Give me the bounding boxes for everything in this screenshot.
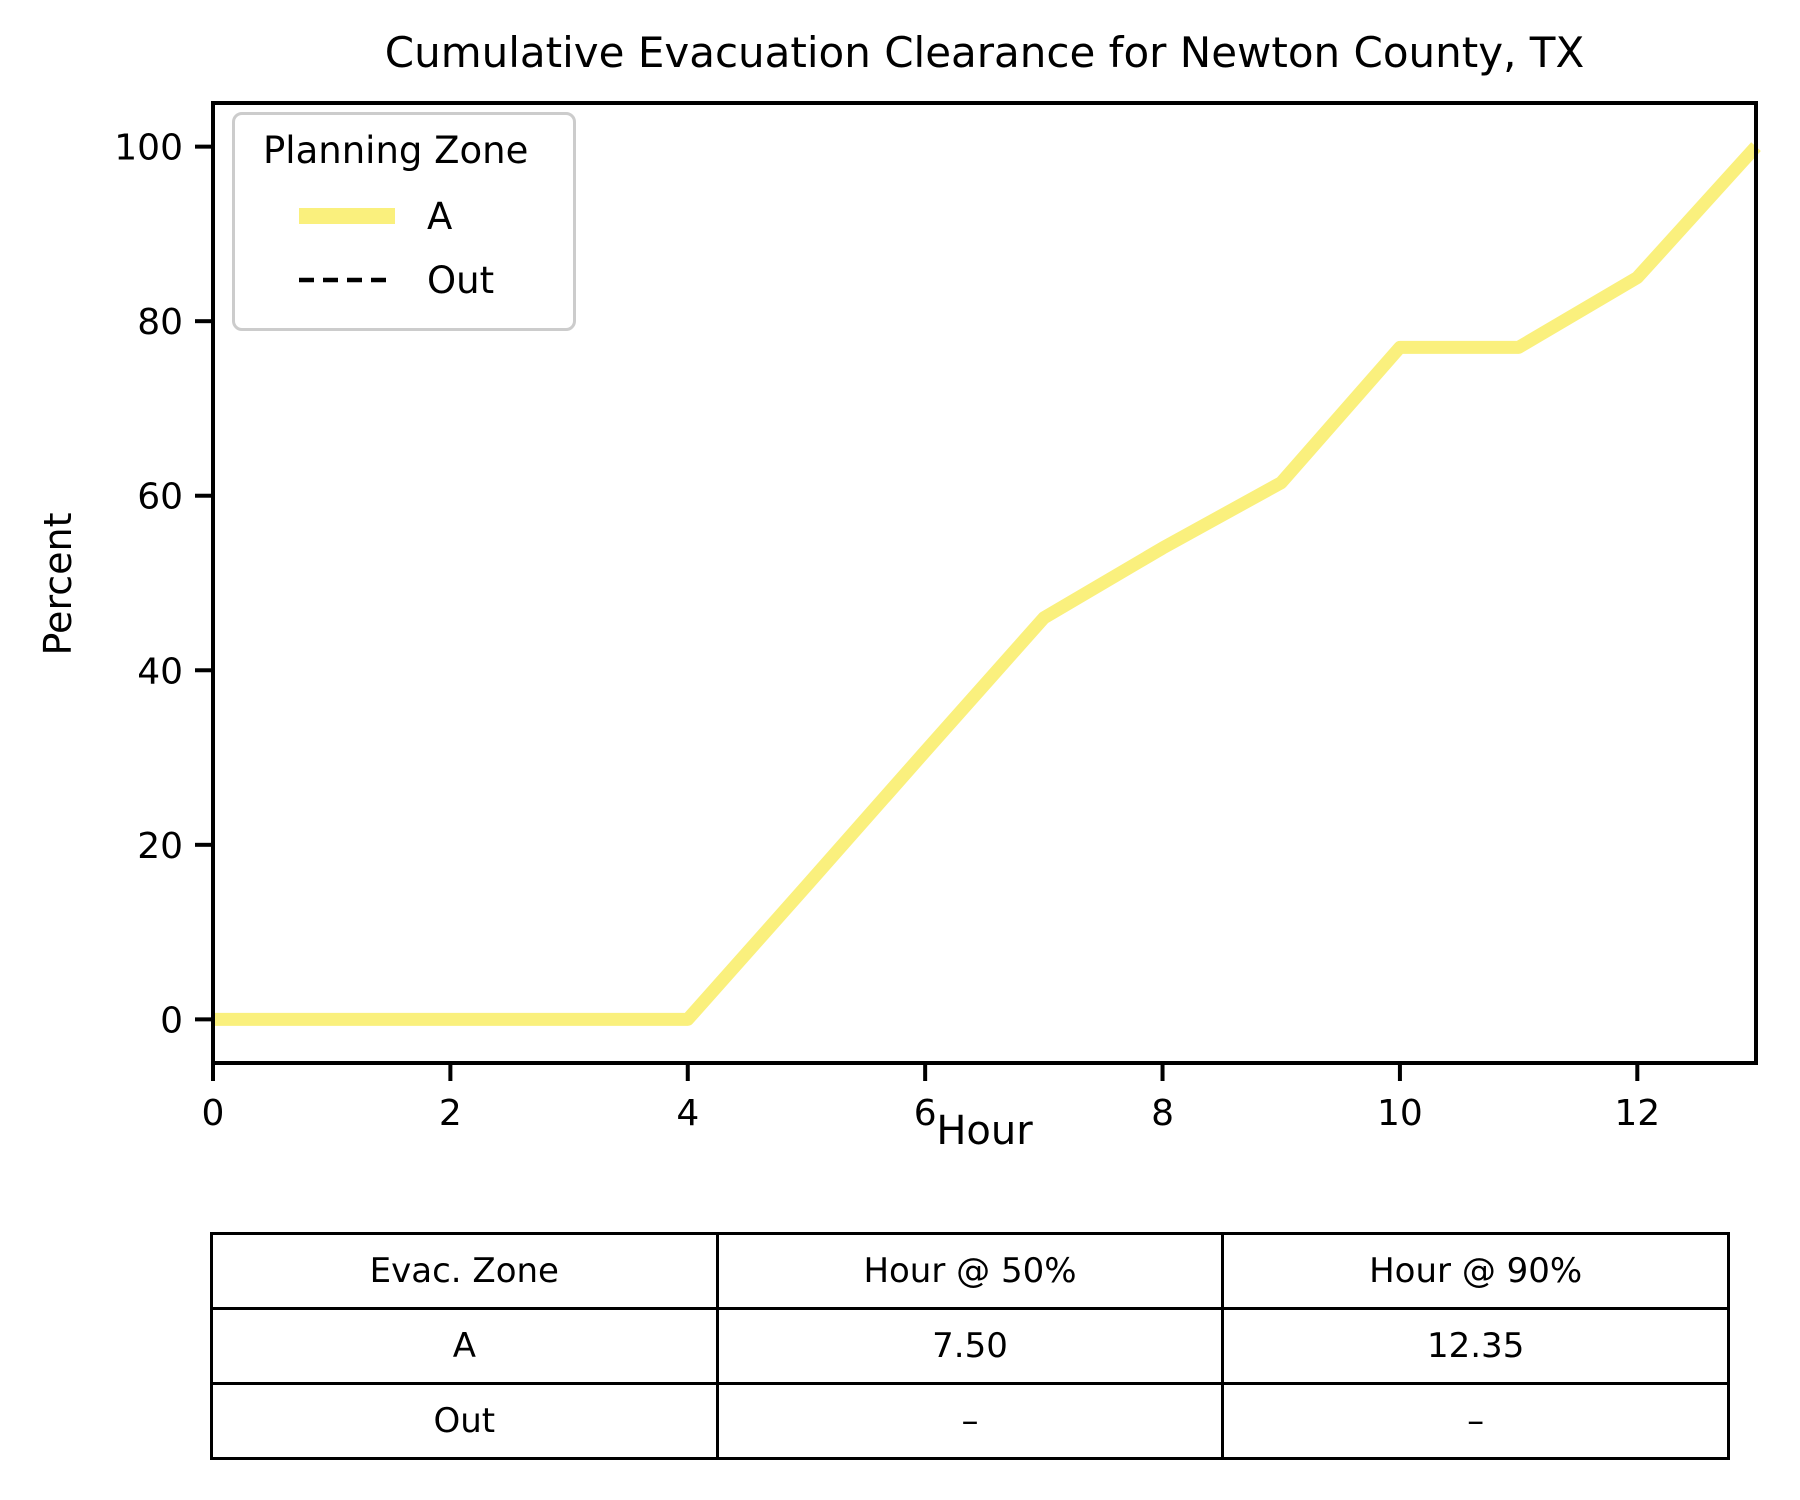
y-tick-label: 60 <box>137 477 183 518</box>
legend-label-a: A <box>427 194 453 238</box>
legend-entry-a: A <box>299 184 549 248</box>
x-tick-label: 6 <box>914 1093 937 1134</box>
legend-swatch-solid-icon <box>299 208 395 224</box>
plot-spines <box>211 101 1758 1065</box>
legend-title: Planning Zone <box>263 129 529 172</box>
y-axis-label: Percent <box>36 512 80 656</box>
table-cell: – <box>1221 1382 1730 1460</box>
x-tick-label: 12 <box>1614 1093 1660 1134</box>
legend-label-out: Out <box>427 258 495 302</box>
x-tick-label: 8 <box>1151 1093 1174 1134</box>
x-tick-label: 0 <box>202 1093 225 1134</box>
table-row: A 7.50 12.35 <box>210 1307 1730 1385</box>
y-tick-label: 20 <box>137 826 183 867</box>
x-tick-label: 4 <box>676 1093 699 1134</box>
table-header-cell: Hour @ 90% <box>1221 1232 1730 1310</box>
table-cell: Out <box>210 1382 719 1460</box>
chart-title: Cumulative Evacuation Clearance for Newt… <box>384 28 1585 77</box>
legend-entry-out: Out <box>299 248 549 312</box>
table-cell: – <box>715 1382 1225 1460</box>
table-header-cell: Evac. Zone <box>210 1232 719 1310</box>
x-tick-label: 2 <box>439 1093 462 1134</box>
summary-table: Evac. Zone Hour @ 50% Hour @ 90% A 7.50 12.35… <box>210 1232 1730 1460</box>
table-cell: A <box>210 1307 719 1385</box>
y-tick-label: 40 <box>137 651 183 692</box>
table-cell: 12.35 <box>1221 1307 1730 1385</box>
y-tick-label: 100 <box>114 128 183 169</box>
legend: Planning Zone A Out <box>232 112 576 331</box>
x-tick-label: 10 <box>1377 1093 1423 1134</box>
y-tick-label: 0 <box>160 1000 183 1041</box>
table-cell: 7.50 <box>715 1307 1225 1385</box>
table-row: Out – – <box>210 1382 1730 1460</box>
x-axis-label: Hour <box>936 1108 1033 1154</box>
series-line-a <box>213 142 1761 1026</box>
y-tick-label: 80 <box>137 302 183 343</box>
legend-swatch-dashed-icon <box>299 277 395 283</box>
table-header-cell: Hour @ 50% <box>715 1232 1225 1310</box>
table-header-row: Evac. Zone Hour @ 50% Hour @ 90% <box>210 1232 1730 1310</box>
